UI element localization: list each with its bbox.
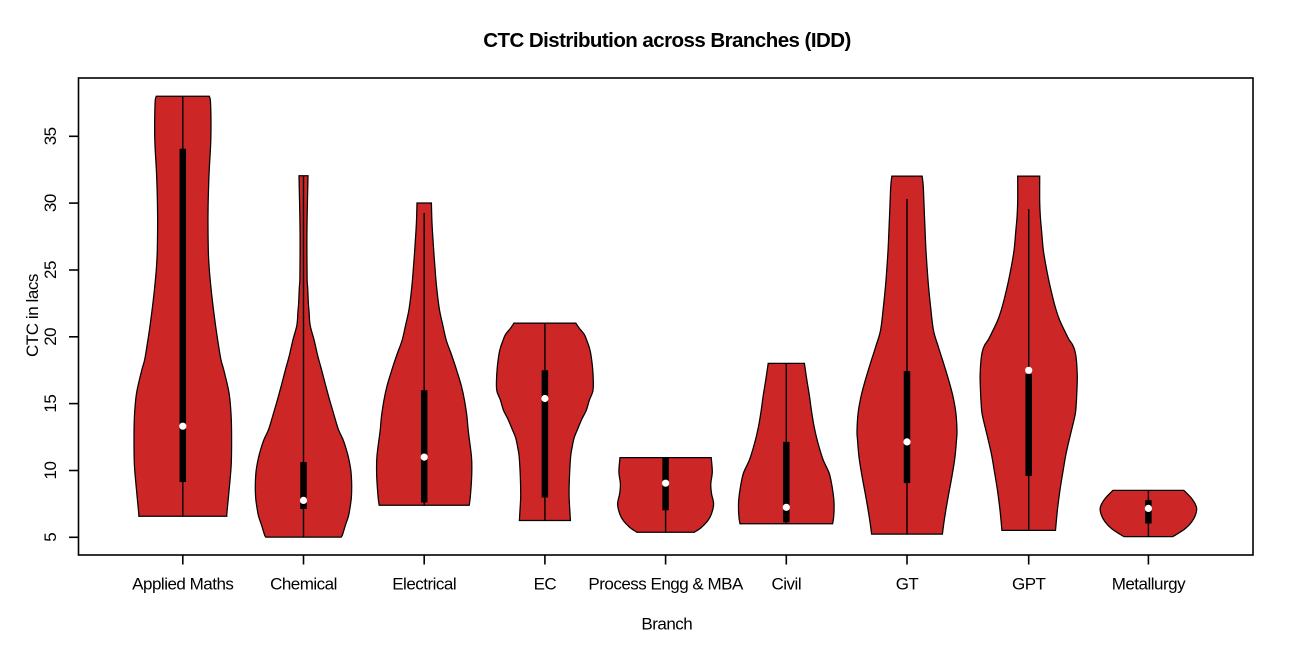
svg-text:30: 30 (41, 194, 60, 212)
svg-text:Branch: Branch (641, 614, 692, 633)
svg-text:Electrical: Electrical (392, 575, 456, 594)
svg-text:GT: GT (896, 575, 919, 594)
svg-text:Chemical: Chemical (270, 575, 337, 594)
svg-text:5: 5 (41, 533, 60, 542)
svg-text:Metallurgy: Metallurgy (1112, 575, 1186, 594)
svg-text:10: 10 (41, 462, 60, 480)
svg-text:EC: EC (534, 575, 557, 594)
svg-text:35: 35 (41, 127, 60, 145)
svg-text:CTC in lacs: CTC in lacs (23, 274, 42, 357)
svg-text:25: 25 (41, 261, 60, 279)
svg-text:20: 20 (41, 328, 60, 346)
svg-text:GPT: GPT (1012, 575, 1046, 594)
svg-text:15: 15 (41, 395, 60, 413)
svg-text:CTC Distribution across Branch: CTC Distribution across Branches (IDD) (483, 29, 851, 52)
svg-text:Applied Maths: Applied Maths (132, 575, 233, 594)
svg-text:Process Engg & MBA: Process Engg & MBA (588, 575, 744, 594)
svg-text:Civil: Civil (771, 575, 801, 594)
